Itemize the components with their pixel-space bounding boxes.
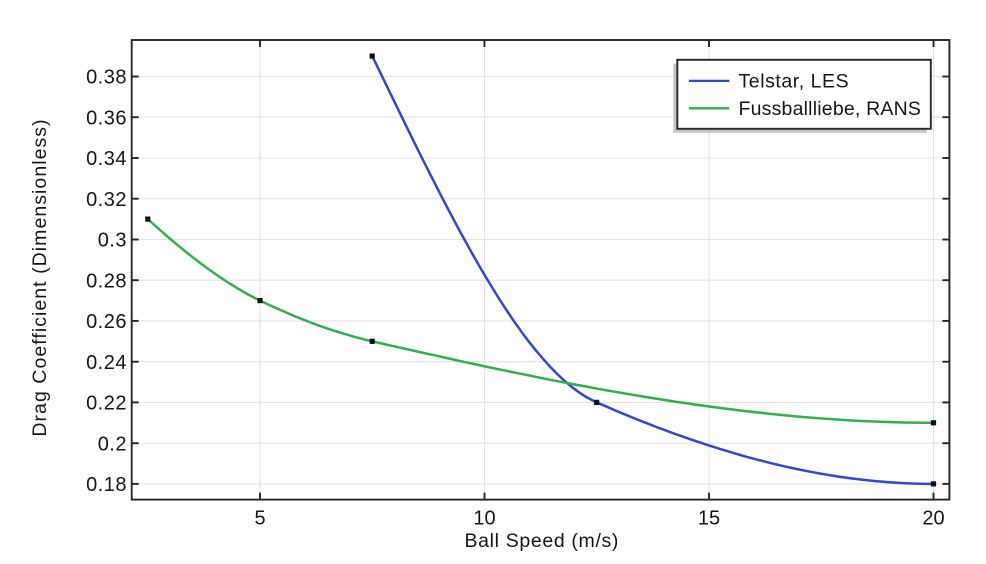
svg-text:0.38: 0.38	[86, 67, 127, 89]
svg-text:0.34: 0.34	[86, 148, 127, 170]
svg-text:0.18: 0.18	[86, 474, 127, 496]
svg-text:Drag Coefficient (Dimensionles: Drag Coefficient (Dimensionless)	[29, 118, 51, 436]
svg-text:Telstar, LES: Telstar, LES	[739, 70, 850, 92]
svg-text:0.28: 0.28	[86, 270, 127, 292]
svg-text:0.36: 0.36	[86, 107, 127, 129]
svg-text:10: 10	[473, 507, 495, 529]
svg-text:0.26: 0.26	[86, 311, 127, 333]
svg-text:0.2: 0.2	[98, 433, 127, 455]
svg-text:0.24: 0.24	[86, 352, 127, 374]
svg-text:15: 15	[698, 507, 720, 529]
svg-text:5: 5	[254, 507, 265, 529]
svg-text:0.22: 0.22	[86, 393, 127, 415]
svg-text:0.32: 0.32	[86, 189, 127, 211]
svg-text:Ball Speed (m/s): Ball Speed (m/s)	[465, 530, 620, 552]
svg-text:0.3: 0.3	[98, 230, 127, 252]
svg-text:20: 20	[922, 507, 944, 529]
svg-text:Fussballliebe, RANS: Fussballliebe, RANS	[739, 98, 922, 120]
